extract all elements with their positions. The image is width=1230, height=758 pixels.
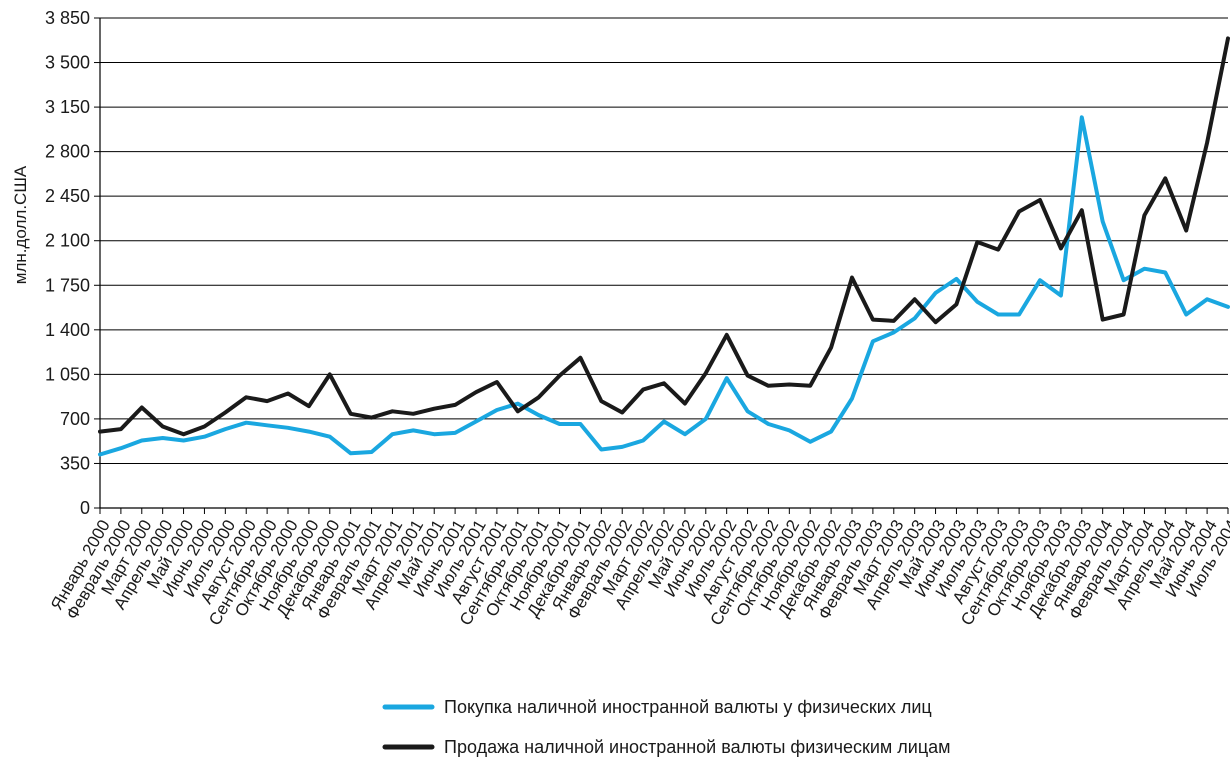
y-tick-label: 350: [60, 453, 90, 473]
legend-label-0: Покупка наличной иностранной валюты у фи…: [444, 697, 932, 717]
series-line-0: [98, 115, 1230, 457]
y-tick-label: 2 100: [45, 231, 90, 251]
y-tick-label: 2 800: [45, 142, 90, 162]
y-tick-label: 700: [60, 409, 90, 429]
y-tick-label: 3 850: [45, 8, 90, 28]
y-tick-label: 0: [80, 498, 90, 518]
y-tick-label: 1 050: [45, 364, 90, 384]
y-tick-label: 2 450: [45, 186, 90, 206]
y-axis-title: млн.долл.США: [11, 165, 30, 284]
y-tick-label: 1 750: [45, 275, 90, 295]
grid-lines: [100, 17, 1228, 509]
legend-label-1: Продажа наличной иностранной валюты физи…: [444, 737, 951, 757]
y-tick-label: 1 400: [45, 320, 90, 340]
series-line-1: [98, 36, 1230, 437]
series-lines: [98, 36, 1230, 457]
axes: [99, 18, 1228, 509]
y-axis-ticks: 0 350 700 1 050 1 400 1 750 2 100 2 450 2 800 3 1…: [45, 8, 100, 518]
legend: Покупка наличной иностранной валюты у фи…: [382, 697, 951, 757]
y-tick-label: 3 150: [45, 97, 90, 117]
y-tick-label: 3 500: [45, 53, 90, 73]
